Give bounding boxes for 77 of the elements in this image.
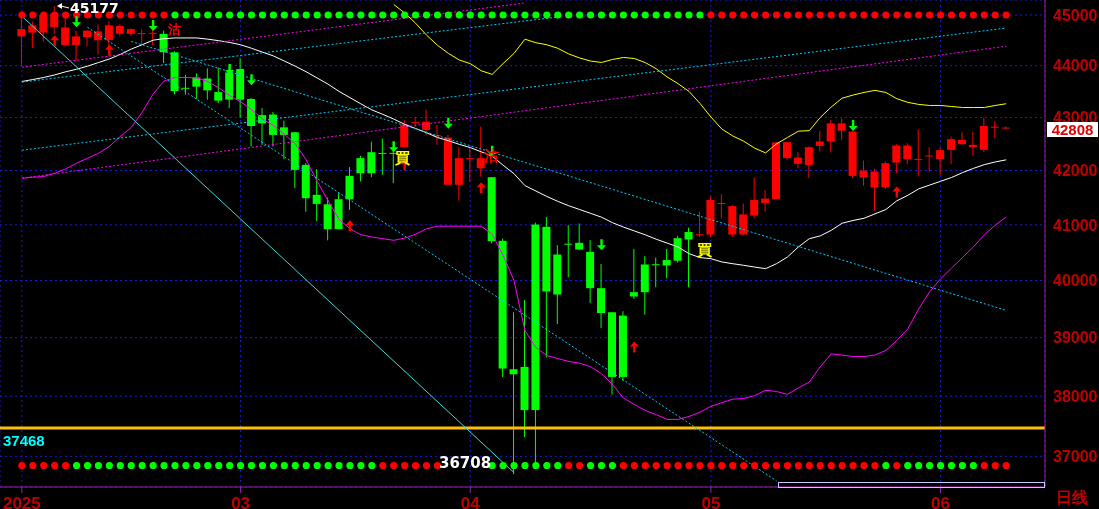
point <box>848 120 858 132</box>
y-tick-label: 39000 <box>1053 329 1098 347</box>
ref-line-label: 37468 <box>3 431 45 449</box>
point <box>476 182 486 194</box>
point <box>247 74 257 86</box>
text: 42808 <box>1047 121 1098 138</box>
annotation: 買 <box>697 241 712 259</box>
candlestick <box>695 211 704 238</box>
candlestick <box>378 138 387 176</box>
candlestick <box>914 128 923 177</box>
y-tick-label: 45000 <box>1053 6 1098 24</box>
candlestick <box>629 248 638 300</box>
candlestick <box>279 120 288 160</box>
point <box>50 35 60 47</box>
x-tick-label: 04 <box>460 494 481 509</box>
candlestick <box>925 146 934 173</box>
candlestick <box>903 142 912 165</box>
candlestick <box>83 29 92 48</box>
candlestick <box>739 203 748 237</box>
candlestick <box>870 168 879 212</box>
candlestick <box>575 223 584 251</box>
x-tick-label: 05 <box>701 494 721 509</box>
point <box>597 239 607 251</box>
candlestick <box>476 126 485 178</box>
candlestick <box>356 155 365 183</box>
candlestick <box>837 117 846 141</box>
y-tick-label: 40000 <box>1053 272 1098 290</box>
candlestick <box>93 23 102 55</box>
candlestick <box>761 189 770 213</box>
candlestick <box>564 224 573 278</box>
x-tick-label: 2025 <box>2 494 41 509</box>
point <box>443 117 453 129</box>
point <box>148 20 158 32</box>
candlestick <box>881 161 890 190</box>
point <box>629 341 639 353</box>
candlestick <box>804 146 813 179</box>
candlestick <box>859 160 868 187</box>
candlestick <box>400 119 409 148</box>
candlestick <box>892 143 901 174</box>
point <box>345 220 355 232</box>
candlestick <box>717 193 726 219</box>
candlestick <box>651 257 660 288</box>
candlestick <box>684 227 693 288</box>
candlestick <box>673 235 682 264</box>
candlestick <box>826 119 835 153</box>
y-tick-label: 38000 <box>1053 387 1098 405</box>
point <box>389 141 399 153</box>
candlestick <box>312 168 321 222</box>
x-tick-label: 06 <box>931 494 951 509</box>
annotation: 45177 <box>70 0 119 16</box>
annotation: 沽 <box>168 22 181 37</box>
candlestick <box>411 116 420 128</box>
y-tick-label: 42000 <box>1053 162 1098 180</box>
point <box>104 44 114 56</box>
candlestick <box>214 66 223 104</box>
candlestick <box>979 117 988 153</box>
x-tick-label: 03 <box>231 494 251 509</box>
point <box>72 16 82 28</box>
candlestick <box>509 311 518 475</box>
candlestick <box>957 131 966 146</box>
text: 日线 <box>1056 488 1088 507</box>
annotation: 買 <box>395 149 410 167</box>
point <box>892 186 902 198</box>
candlestick <box>815 130 824 153</box>
candlestick <box>793 151 802 169</box>
y-tick-label: 41000 <box>1053 216 1098 234</box>
candlestick <box>662 248 671 279</box>
candlestick <box>750 177 759 219</box>
y-tick-label: 44000 <box>1053 57 1098 75</box>
candlestick <box>367 141 376 178</box>
candlestick <box>990 120 999 139</box>
y-tick-label: 37000 <box>1053 448 1098 465</box>
candlestick <box>72 30 81 62</box>
candlestick <box>947 136 956 165</box>
candlestick <box>345 166 354 211</box>
candlestick <box>936 146 945 176</box>
candlestick <box>465 147 474 183</box>
